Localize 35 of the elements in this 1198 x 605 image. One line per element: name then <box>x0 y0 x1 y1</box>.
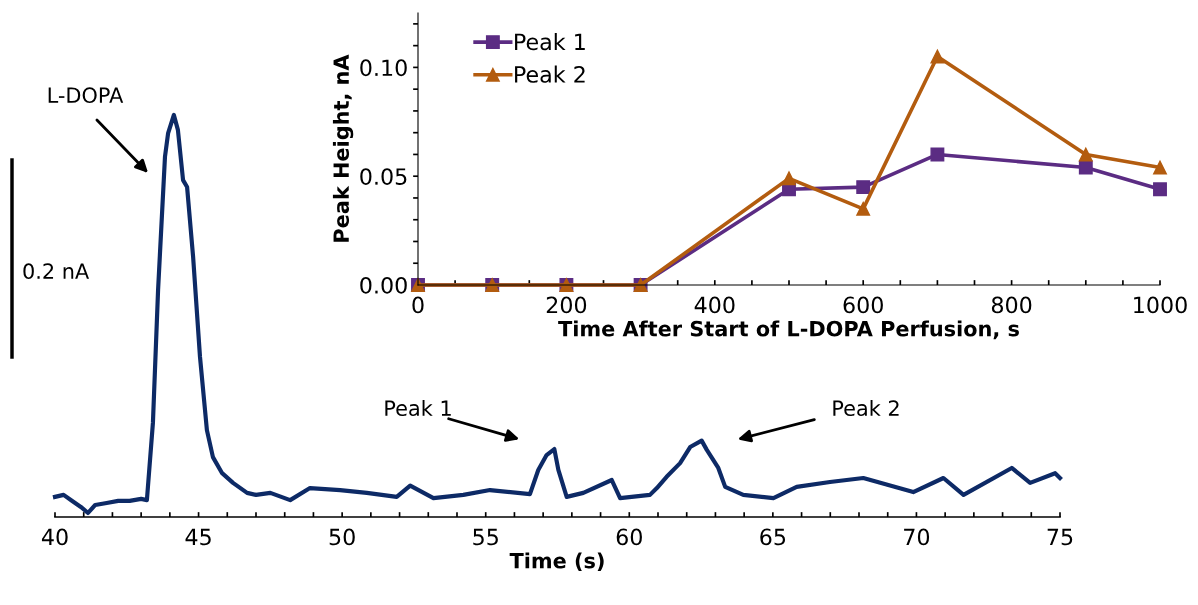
point <box>782 171 796 186</box>
x-tick-label: 65 <box>760 528 786 546</box>
x-tick-label: 600 <box>843 296 883 314</box>
x-tick-label: 800 <box>991 296 1032 314</box>
x-tick-label: 40 <box>41 528 68 546</box>
point <box>1078 147 1093 162</box>
x-axis-title: Time After Start of L-DOPA Perfusion, s <box>558 320 1019 340</box>
x-tick-label: 0 <box>412 296 424 314</box>
legend-label: Peak 2 <box>515 65 585 83</box>
x-axis-title: Time (s) <box>509 552 604 571</box>
text: L-DOPA <box>48 87 124 104</box>
y-axis-title: Peak Height, nA <box>332 54 354 242</box>
legend-label: Peak 1 <box>515 33 585 51</box>
point <box>1153 160 1167 175</box>
x-tick-label: 1000 <box>1134 296 1187 314</box>
point <box>1153 182 1167 197</box>
x-tick-label: 45 <box>185 528 211 546</box>
x-tick-label: 200 <box>546 296 587 314</box>
x-tick-label: 75 <box>1047 528 1073 546</box>
annotation: 0.2 nA <box>23 263 90 280</box>
x-tick-label: 60 <box>616 528 642 546</box>
x-tick-label: 400 <box>694 296 735 314</box>
x-tick-label: 50 <box>329 528 355 546</box>
x-tick-label: 70 <box>904 528 930 546</box>
y-tick-label: 0.05 <box>360 168 407 185</box>
point <box>930 49 945 64</box>
point <box>856 201 871 216</box>
y-tick-label: 0.10 <box>360 59 407 77</box>
point <box>856 180 871 195</box>
x-tick-label: 55 <box>473 528 498 546</box>
point <box>1078 160 1093 175</box>
annotation: Peak 1 <box>385 399 451 417</box>
point <box>930 147 945 162</box>
annotation: Peak 2 <box>833 399 899 417</box>
y-tick-label: 0.00 <box>360 276 407 294</box>
